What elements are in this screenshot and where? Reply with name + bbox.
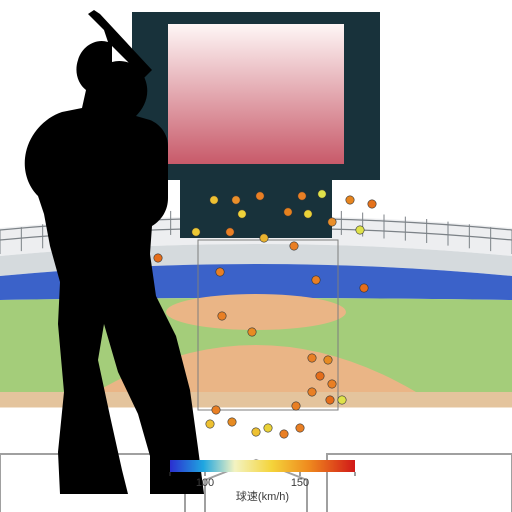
pitch-marker <box>228 418 236 426</box>
pitch-marker <box>218 312 226 320</box>
pitch-marker <box>338 396 346 404</box>
pitch-marker <box>284 208 292 216</box>
pitch-location-chart: 100 150球速(km/h) <box>0 0 512 512</box>
pitch-marker <box>328 380 336 388</box>
pitch-marker <box>248 328 256 336</box>
pitch-marker <box>192 228 200 236</box>
pitch-marker <box>212 406 220 414</box>
pitch-marker <box>226 228 234 236</box>
pitch-marker <box>326 396 334 404</box>
pitch-marker <box>324 356 332 364</box>
pitch-marker <box>312 276 320 284</box>
pitch-marker <box>206 420 214 428</box>
pitch-marker <box>296 424 304 432</box>
pitch-marker <box>154 254 162 262</box>
colorbar-axis-label: 球速(km/h) <box>236 489 289 503</box>
pitch-marker <box>238 210 246 218</box>
pitch-marker <box>252 428 260 436</box>
pitch-marker <box>210 196 218 204</box>
pitch-marker <box>356 226 364 234</box>
pitch-marker <box>346 196 354 204</box>
pitch-marker <box>216 268 224 276</box>
pitch-marker <box>304 210 312 218</box>
pitch-marker <box>328 218 336 226</box>
pitch-marker <box>298 192 306 200</box>
pitch-marker <box>280 430 288 438</box>
pitch-marker <box>316 372 324 380</box>
pitch-marker <box>290 242 298 250</box>
pitch-marker <box>360 284 368 292</box>
pitch-marker <box>256 192 264 200</box>
pitch-marker <box>318 190 326 198</box>
velocity-colorbar <box>170 460 355 472</box>
pitch-marker <box>292 402 300 410</box>
scoreboard-screen <box>168 24 344 164</box>
pitch-marker <box>368 200 376 208</box>
colorbar-tick-label: 100 <box>196 477 214 489</box>
pitch-marker <box>264 424 272 432</box>
pitch-marker <box>308 354 316 362</box>
pitchers-mound <box>166 294 346 330</box>
pitch-marker <box>308 388 316 396</box>
colorbar-tick-label: 150 <box>291 477 309 489</box>
pitch-marker <box>232 196 240 204</box>
pitch-marker <box>260 234 268 242</box>
